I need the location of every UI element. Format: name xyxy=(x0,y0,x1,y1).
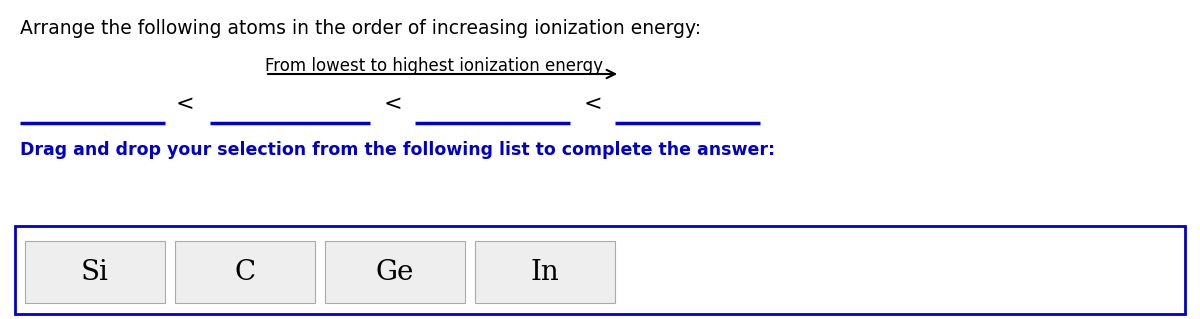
Bar xyxy=(14,226,1186,314)
Bar xyxy=(475,241,616,303)
Bar xyxy=(175,241,314,303)
Text: In: In xyxy=(530,258,559,286)
Bar xyxy=(25,241,166,303)
Text: C: C xyxy=(234,258,256,286)
Text: Ge: Ge xyxy=(376,258,414,286)
Text: <: < xyxy=(384,94,402,114)
Bar xyxy=(325,241,466,303)
Text: <: < xyxy=(175,94,194,114)
Text: Si: Si xyxy=(82,258,109,286)
Text: From lowest to highest ionization energy: From lowest to highest ionization energy xyxy=(265,57,604,75)
Text: <: < xyxy=(583,94,602,114)
Text: Drag and drop your selection from the following list to complete the answer:: Drag and drop your selection from the fo… xyxy=(20,141,775,159)
Text: Arrange the following atoms in the order of increasing ionization energy:: Arrange the following atoms in the order… xyxy=(20,19,701,38)
